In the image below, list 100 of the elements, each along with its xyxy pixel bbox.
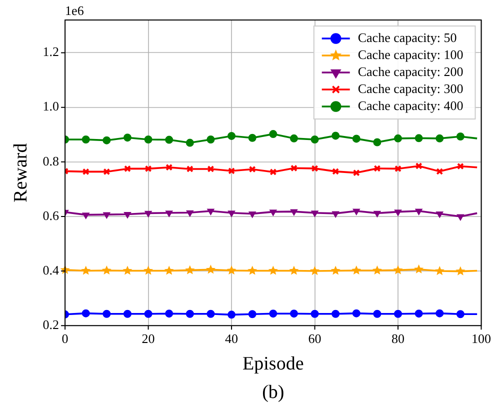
point <box>436 134 444 142</box>
point <box>228 210 236 217</box>
legend-label: Cache capacity: 100 <box>358 46 464 62</box>
point <box>394 310 402 318</box>
point <box>456 310 464 318</box>
point <box>373 138 382 146</box>
x-tick-label: 0 <box>62 330 68 346</box>
point <box>393 265 403 274</box>
point <box>332 168 340 175</box>
point <box>269 130 278 138</box>
point <box>228 310 236 319</box>
y-tick-label: 0.6 <box>42 208 60 223</box>
point <box>102 310 111 318</box>
point <box>186 310 194 318</box>
point <box>270 210 277 216</box>
point <box>82 309 90 318</box>
point <box>414 264 424 274</box>
x-tick-label: 100 <box>472 330 491 346</box>
point <box>82 212 90 219</box>
point <box>352 169 360 176</box>
legend-label: Cache capacity: 400 <box>358 98 464 113</box>
point <box>290 164 298 172</box>
point <box>165 310 174 318</box>
x-tick-label: 40 <box>225 330 238 346</box>
text: 1e6 <box>65 2 84 18</box>
point <box>310 136 319 144</box>
point <box>270 168 277 176</box>
point <box>434 266 444 276</box>
point <box>165 136 174 144</box>
point <box>415 162 422 170</box>
point <box>310 310 319 318</box>
point <box>123 134 132 142</box>
legend-label: Cache capacity: 200 <box>358 64 464 79</box>
point <box>144 266 154 275</box>
point <box>144 310 152 318</box>
point <box>144 165 152 172</box>
point <box>207 166 214 172</box>
point <box>144 210 152 218</box>
point <box>166 164 173 171</box>
point <box>144 136 152 144</box>
point <box>456 132 464 141</box>
point <box>164 266 174 275</box>
point <box>102 265 112 275</box>
point <box>228 167 236 174</box>
point <box>248 266 258 275</box>
legend-label: Cache capacity: 50 <box>358 30 457 45</box>
point <box>248 310 256 318</box>
point <box>374 164 381 172</box>
point <box>414 310 423 318</box>
point <box>186 166 194 172</box>
point <box>394 165 402 172</box>
point <box>456 162 464 170</box>
point <box>394 134 402 142</box>
point <box>374 210 381 218</box>
point <box>436 211 444 218</box>
y-tick-label: 0.2 <box>42 317 60 332</box>
point <box>311 164 318 172</box>
point <box>290 209 298 216</box>
point <box>186 210 194 217</box>
point <box>415 208 422 215</box>
point <box>124 212 132 218</box>
point <box>373 310 382 318</box>
point <box>352 309 360 318</box>
point <box>248 134 256 142</box>
point <box>394 210 402 216</box>
y-tick-label: 1.0 <box>42 98 60 114</box>
point <box>352 134 360 143</box>
point <box>123 310 132 318</box>
point <box>436 309 444 318</box>
point <box>311 210 318 217</box>
point <box>186 138 194 147</box>
point <box>103 168 110 176</box>
point <box>332 310 340 318</box>
point <box>248 211 256 218</box>
point <box>226 265 236 275</box>
point <box>290 134 298 142</box>
x-tick-label: 80 <box>392 330 405 346</box>
point <box>372 265 382 275</box>
x-tick-label: 60 <box>308 330 322 346</box>
point <box>207 208 214 215</box>
point <box>269 310 278 318</box>
point <box>330 266 340 275</box>
point <box>124 165 131 172</box>
point <box>185 265 195 274</box>
point <box>228 132 236 140</box>
point <box>268 266 278 275</box>
point <box>206 310 215 318</box>
text: (b) <box>262 382 284 403</box>
y-axis-title: Reward <box>10 142 32 202</box>
point <box>414 134 423 142</box>
y-tick-label: 0.8 <box>42 153 60 168</box>
point <box>352 208 360 215</box>
point <box>310 266 320 276</box>
point <box>81 266 91 275</box>
y-tick-label: 0.4 <box>42 262 60 278</box>
legend-label: Cache capacity: 300 <box>358 80 464 96</box>
point <box>122 266 132 275</box>
x-axis-title: Episode <box>242 354 304 375</box>
point <box>82 168 90 176</box>
point <box>332 211 340 218</box>
